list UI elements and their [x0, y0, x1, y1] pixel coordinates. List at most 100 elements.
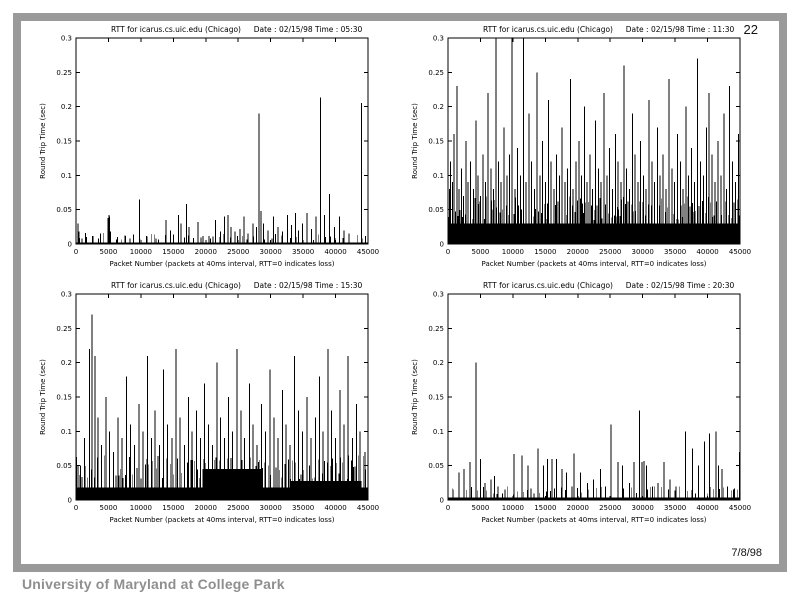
- y-tick-label: 0.15: [428, 394, 444, 402]
- y-tick-label: 0.1: [433, 172, 444, 180]
- x-tick-label: 30000: [632, 504, 654, 512]
- x-tick-label: 40000: [696, 248, 718, 256]
- x-tick-label: 30000: [260, 248, 282, 256]
- y-tick-label: 0: [440, 497, 444, 505]
- y-tick-label: 0.2: [433, 103, 444, 111]
- chart-title: RTT for icarus.cs.uic.edu (Chicago): [111, 281, 241, 290]
- y-tick-label: 0.3: [433, 35, 444, 43]
- plot-border: [75, 37, 369, 245]
- y-tick-label: 0: [68, 497, 72, 505]
- page-number: 22: [743, 22, 758, 37]
- x-tick-label: 25000: [227, 504, 249, 512]
- chart-title: RTT for icarus.cs.uic.edu (Chicago): [111, 25, 241, 34]
- rtt-plot-svg: 0 5000 10000 15000 20000 25000 30000 35000 40000…: [39, 281, 379, 524]
- x-tick-label: 15000: [534, 248, 556, 256]
- rtt-chart-1130: 0 5000 10000 15000 20000 25000 30000 35000 40000…: [408, 22, 764, 272]
- x-tick-label: 40000: [696, 504, 718, 512]
- rtt-baseline-band: [76, 242, 368, 244]
- x-tick-label: 5000: [100, 248, 118, 256]
- x-tick-label: 25000: [227, 248, 249, 256]
- x-tick-label: 0: [74, 504, 78, 512]
- x-tick-label: 35000: [664, 504, 686, 512]
- chart-title: RTT for icarus.cs.uic.edu (Chicago): [483, 281, 613, 290]
- x-tick-label: 10000: [130, 504, 152, 512]
- y-tick-label: 0.1: [61, 172, 72, 180]
- y-tick-label: 0.1: [433, 428, 444, 436]
- x-tick-label: 35000: [292, 504, 314, 512]
- x-tick-label: 20000: [567, 504, 589, 512]
- x-tick-label: 30000: [632, 248, 654, 256]
- y-axis-label: Round Trip Time (sec): [39, 103, 47, 179]
- x-tick-label: 45000: [729, 504, 751, 512]
- y-tick-label: 0.05: [56, 462, 72, 470]
- x-tick-label: 25000: [599, 248, 621, 256]
- y-axis-label: Round Trip Time (sec): [411, 103, 419, 179]
- y-tick-label: 0.2: [61, 359, 72, 367]
- y-tick-label: 0.15: [56, 394, 72, 402]
- rtt-chart-2030: 0 5000 10000 15000 20000 25000 30000 35000 40000…: [408, 278, 764, 528]
- x-axis-label: Packet Number (packets at 40ms interval,…: [482, 260, 707, 268]
- x-tick-label: 20000: [567, 248, 589, 256]
- x-axis-label: Packet Number (packets at 40ms interval,…: [110, 260, 335, 268]
- slide-date: 7/8/98: [731, 547, 762, 559]
- chart-datetime: Date : 02/15/98 Time : 11:30: [626, 25, 735, 34]
- rtt-chart-1530: 0 5000 10000 15000 20000 25000 30000 35000 40000…: [36, 278, 392, 528]
- x-tick-label: 20000: [195, 504, 217, 512]
- y-tick-label: 0: [68, 241, 72, 249]
- slide-frame: [13, 13, 787, 572]
- y-tick-label: 0.25: [56, 69, 72, 77]
- x-tick-label: 40000: [324, 504, 346, 512]
- plot-border: [447, 293, 741, 501]
- x-tick-label: 10000: [130, 248, 152, 256]
- x-axis-label: Packet Number (packets at 40ms interval,…: [482, 516, 707, 524]
- rtt-plot-svg: 0 5000 10000 15000 20000 25000 30000 35000 40000…: [411, 25, 751, 268]
- x-tick-label: 25000: [599, 504, 621, 512]
- footer-institution: University of Maryland at College Park: [22, 576, 285, 592]
- y-tick-label: 0.3: [433, 291, 444, 299]
- rtt-plot-svg: 0 5000 10000 15000 20000 25000 30000 35000 40000…: [39, 25, 379, 268]
- x-tick-label: 15000: [162, 248, 184, 256]
- x-tick-label: 35000: [292, 248, 314, 256]
- x-tick-label: 0: [446, 504, 450, 512]
- x-tick-label: 10000: [502, 504, 524, 512]
- y-tick-label: 0.3: [61, 291, 72, 299]
- y-tick-label: 0.15: [428, 138, 444, 146]
- chart-datetime: Date : 02/15/98 Time : 05:30: [254, 25, 363, 34]
- x-tick-label: 30000: [260, 504, 282, 512]
- x-tick-label: 45000: [357, 504, 379, 512]
- x-tick-label: 40000: [324, 248, 346, 256]
- x-tick-label: 5000: [472, 248, 490, 256]
- x-tick-label: 10000: [502, 248, 524, 256]
- y-tick-label: 0.05: [56, 206, 72, 214]
- rtt-baseline-band: [448, 497, 740, 500]
- rtt-plot-svg: 0 5000 10000 15000 20000 25000 30000 35000 40000…: [411, 281, 751, 524]
- y-tick-label: 0.15: [56, 138, 72, 146]
- rtt-baseline-band: [202, 469, 261, 500]
- y-tick-label: 0.2: [433, 359, 444, 367]
- y-tick-label: 0.25: [428, 325, 444, 333]
- y-axis-label: Round Trip Time (sec): [39, 359, 47, 435]
- x-tick-label: 5000: [472, 504, 490, 512]
- y-tick-label: 0.05: [428, 206, 444, 214]
- chart-datetime: Date : 02/15/98 Time : 15:30: [254, 281, 363, 290]
- chart-datetime: Date : 02/15/98 Time : 20:30: [626, 281, 735, 290]
- x-tick-label: 0: [74, 248, 78, 256]
- y-tick-label: 0: [440, 241, 444, 249]
- x-tick-label: 45000: [729, 248, 751, 256]
- y-tick-label: 0.2: [61, 103, 72, 111]
- chart-title: RTT for icarus.cs.uic.edu (Chicago): [483, 25, 613, 34]
- rtt-chart-0530: 0 5000 10000 15000 20000 25000 30000 35000 40000…: [36, 22, 392, 272]
- y-tick-label: 0.25: [56, 325, 72, 333]
- y-tick-label: 0.1: [61, 428, 72, 436]
- y-tick-label: 0.25: [428, 69, 444, 77]
- y-tick-label: 0.05: [428, 462, 444, 470]
- y-tick-label: 0.3: [61, 35, 72, 43]
- x-tick-label: 15000: [162, 504, 184, 512]
- x-tick-label: 15000: [534, 504, 556, 512]
- x-axis-label: Packet Number (packets at 40ms interval,…: [110, 516, 335, 524]
- x-tick-label: 45000: [357, 248, 379, 256]
- x-tick-label: 0: [446, 248, 450, 256]
- x-tick-label: 20000: [195, 248, 217, 256]
- x-tick-label: 35000: [664, 248, 686, 256]
